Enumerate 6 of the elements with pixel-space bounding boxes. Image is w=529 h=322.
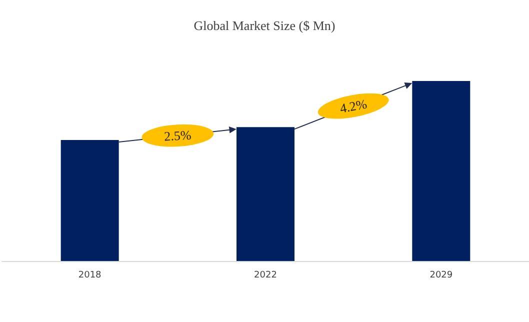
x-tick-label: 2029 xyxy=(430,270,453,280)
annotation: 2.5% xyxy=(164,127,192,144)
x-tick-label: 2018 xyxy=(78,270,102,280)
x-tick-label: 2022 xyxy=(254,270,277,280)
chart-title: Global Market Size ($ Mn) xyxy=(194,18,336,33)
annotation: 4.2% xyxy=(338,96,368,116)
